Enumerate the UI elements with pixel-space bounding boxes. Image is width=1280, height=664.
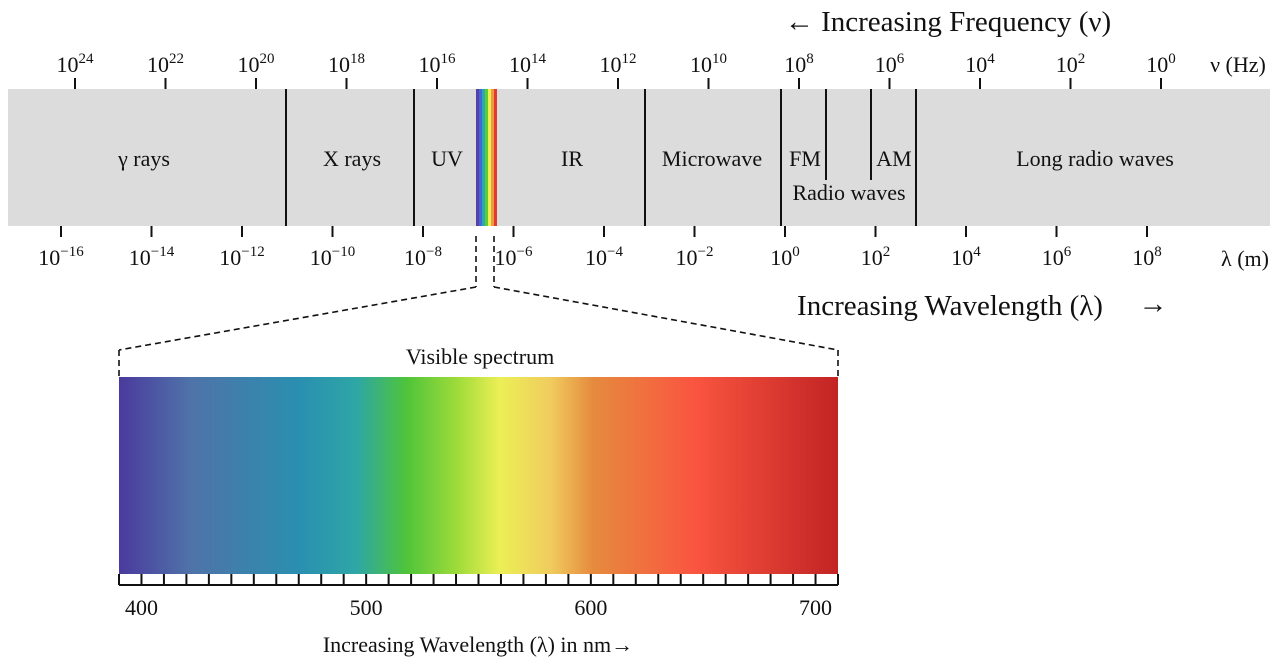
wavelength-tick-label: 10−12 — [219, 244, 264, 270]
visible-spectrum-title: Visible spectrum — [406, 344, 554, 369]
region-ir: IR — [561, 146, 583, 171]
wavelength-tick-label: 102 — [861, 244, 891, 270]
frequency-unit-label: ν (Hz) — [1210, 52, 1266, 77]
visible-spectrum-caption: Increasing Wavelength (λ) in nm→ — [323, 632, 633, 657]
frequency-tick-label: 108 — [784, 51, 814, 77]
spectrum-band — [8, 89, 1270, 226]
visible-spectrum-axis-labels: 400 500 600 700 — [125, 595, 832, 620]
frequency-axis: 1024 1022 1020 1018 1016 1014 1012 1010 108 106 10… — [57, 51, 1176, 89]
region-x-rays: X rays — [323, 146, 381, 171]
wavelength-tick-label: 10−14 — [129, 244, 175, 270]
region-uv: UV — [431, 146, 463, 171]
visible-axis-label: 700 — [799, 595, 832, 620]
wavelength-tick-label: 104 — [951, 244, 981, 270]
wavelength-tick-label: 10−6 — [495, 244, 533, 270]
wavelength-tick-label: 108 — [1132, 244, 1162, 270]
wavelength-header: Increasing Wavelength (λ) — [797, 290, 1103, 322]
wavelength-tick-label: 106 — [1042, 244, 1072, 270]
visible-axis-label: 500 — [350, 595, 383, 620]
frequency-tick-label: 1012 — [600, 51, 637, 77]
wavelength-tick-label: 10−10 — [310, 244, 355, 270]
region-long-radio-waves: Long radio waves — [1016, 146, 1174, 171]
frequency-tick-label: 102 — [1056, 51, 1086, 77]
frequency-tick-label: 104 — [965, 51, 995, 77]
region-microwave: Microwave — [662, 146, 762, 171]
wavelength-header-arrow: → — [1139, 288, 1168, 320]
frequency-tick-label: 1014 — [509, 51, 547, 77]
frequency-header: ← Increasing Frequency (ν) — [785, 6, 1111, 38]
wavelength-unit-label: λ (m) — [1221, 246, 1269, 271]
region-radio-waves: Radio waves — [792, 180, 905, 205]
region-fm: FM — [789, 146, 821, 171]
wavelength-tick-label: 10−4 — [585, 244, 623, 270]
visible-axis-label: 600 — [574, 595, 607, 620]
wavelength-tick-label: 10−2 — [676, 244, 714, 270]
frequency-tick-label: 1016 — [419, 51, 457, 77]
wavelength-axis: 10−16 10−14 10−12 10−10 10−8 10−6 10−4 10−2 100 1… — [38, 226, 1162, 270]
frequency-tick-label: 1020 — [238, 51, 275, 77]
frequency-tick-label: 106 — [875, 51, 905, 77]
wavelength-tick-label: 10−16 — [38, 244, 84, 270]
wavelength-tick-label: 10−8 — [404, 244, 442, 270]
frequency-tick-label: 1010 — [690, 51, 727, 77]
region-dividers — [285, 89, 917, 226]
zoom-connector-lines — [118, 236, 839, 376]
frequency-tick-label: 100 — [1146, 51, 1176, 77]
visible-spectrum-bar — [119, 377, 838, 574]
wavelength-tick-label: 100 — [770, 244, 800, 270]
visible-axis-label: 400 — [125, 595, 158, 620]
frequency-tick-label: 1018 — [328, 51, 365, 77]
region-am: AM — [876, 146, 911, 171]
visible-strip-mini — [476, 89, 497, 226]
frequency-tick-label: 1022 — [147, 51, 184, 77]
visible-spectrum-ruler — [118, 574, 839, 586]
frequency-tick-label: 1024 — [57, 51, 95, 77]
region-gamma-rays: γ rays — [117, 146, 170, 171]
